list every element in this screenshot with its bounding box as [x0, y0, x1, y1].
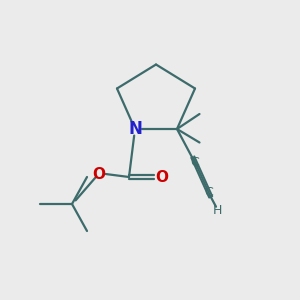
- Text: O: O: [155, 169, 169, 184]
- Text: C: C: [190, 155, 200, 169]
- Text: O: O: [92, 167, 106, 182]
- Text: H: H: [213, 203, 222, 217]
- Text: N: N: [128, 120, 142, 138]
- Text: C: C: [204, 185, 213, 199]
